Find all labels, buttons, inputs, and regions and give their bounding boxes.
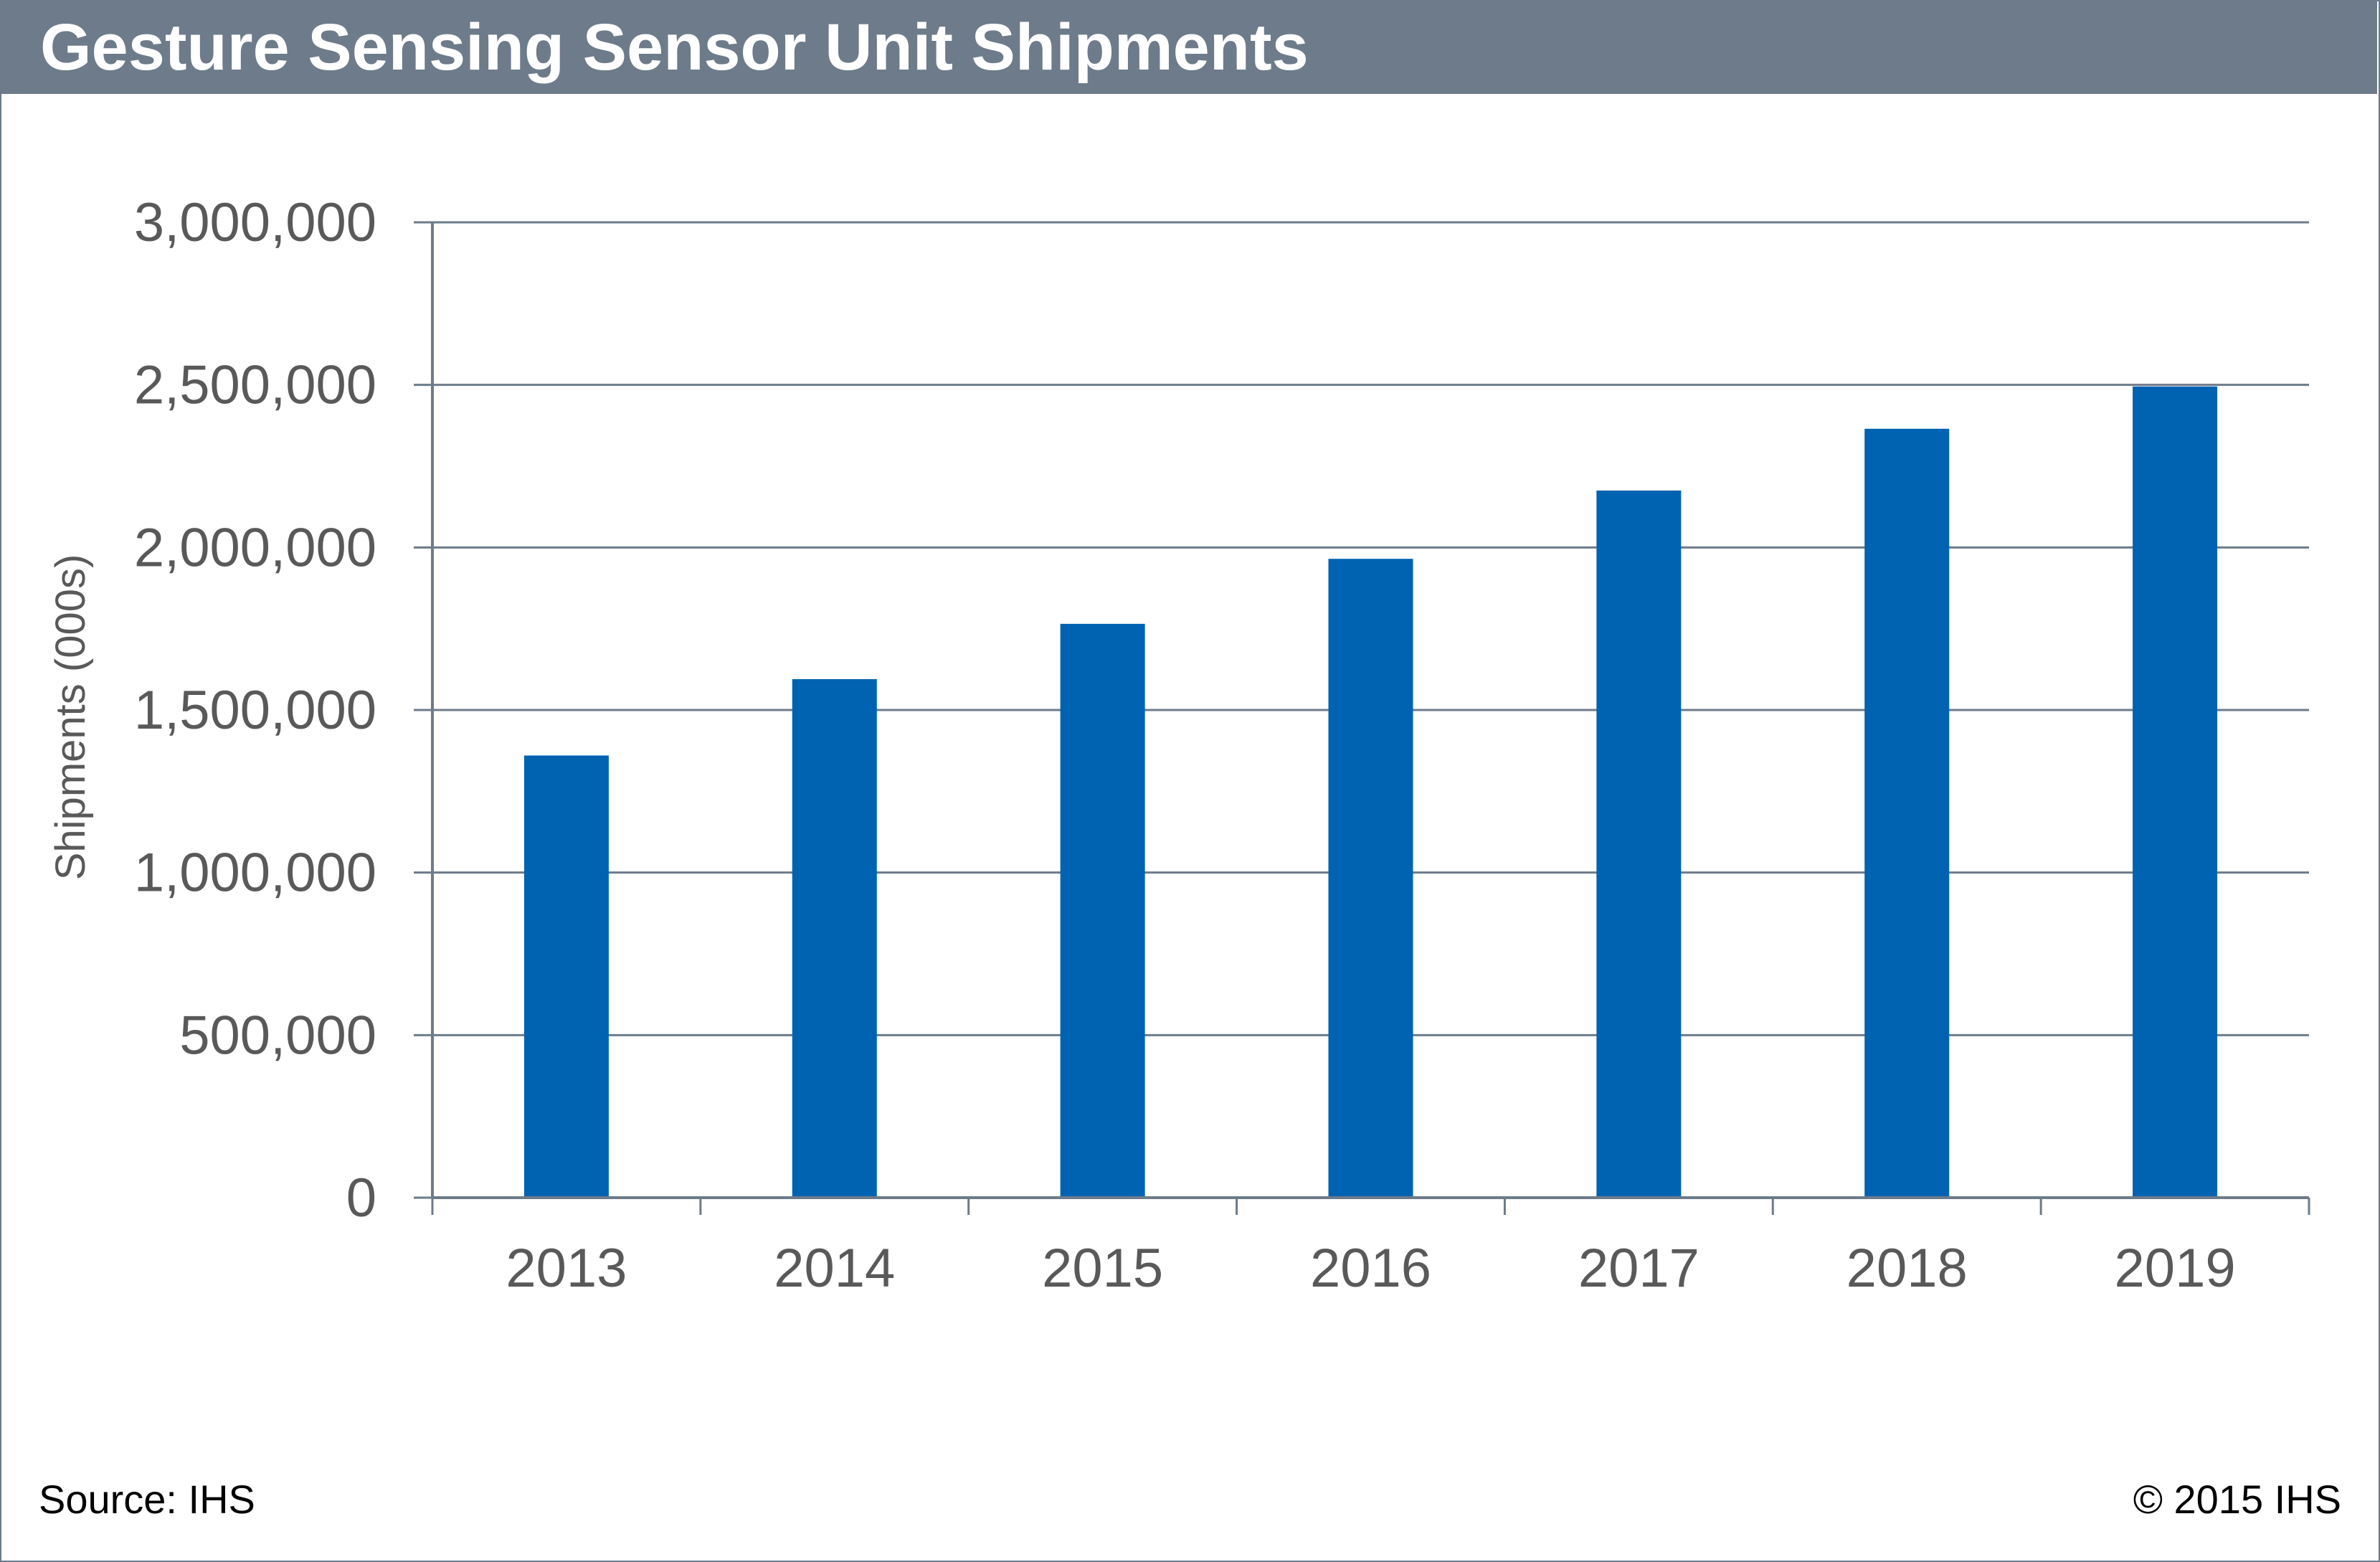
bar-2016 (1328, 559, 1413, 1198)
source-note: Source: IHS (39, 1477, 255, 1522)
bar-2019 (2133, 386, 2218, 1198)
x-tick-label-2015: 2015 (1042, 1238, 1163, 1299)
chart-title: Gesture Sensing Sensor Unit Shipments (40, 11, 1309, 84)
axes (414, 221, 2310, 1215)
bar-2017 (1596, 491, 1682, 1198)
y-tick-label-4: 2,000,000 (134, 517, 376, 578)
copyright-note: © 2015 IHS (2133, 1477, 2341, 1522)
bar-2015 (1060, 623, 1145, 1198)
y-tick-label-0: 0 (346, 1168, 376, 1229)
y-tick-label-2: 1,000,000 (134, 843, 376, 904)
y-tick-label-3: 1,500,000 (134, 680, 376, 741)
tick-labels: 0 500,000 1,000,000 1,500,000 2,000,000 2,500… (47, 192, 2236, 1299)
y-tick-label-6: 3,000,000 (134, 192, 376, 253)
x-tick-label-2016: 2016 (1310, 1238, 1431, 1299)
title-bar: Gesture Sensing Sensor Unit Shipments (0, 0, 2377, 94)
x-tick-label-2013: 2013 (506, 1238, 627, 1299)
x-tick-label-2019: 2019 (2115, 1238, 2236, 1299)
bar-2013 (523, 755, 609, 1198)
x-tick-label-2014: 2014 (774, 1238, 895, 1299)
bar-2018 (1864, 428, 1950, 1198)
x-tick-label-2017: 2017 (1578, 1238, 1699, 1299)
y-axis-title: Shipments (000s) (47, 554, 94, 881)
bars (523, 386, 2218, 1198)
y-tick-label-1: 500,000 (179, 1005, 376, 1066)
bar-2014 (792, 678, 877, 1198)
x-tick-label-2018: 2018 (1846, 1238, 1968, 1299)
y-tick-label-5: 2,500,000 (134, 355, 376, 416)
